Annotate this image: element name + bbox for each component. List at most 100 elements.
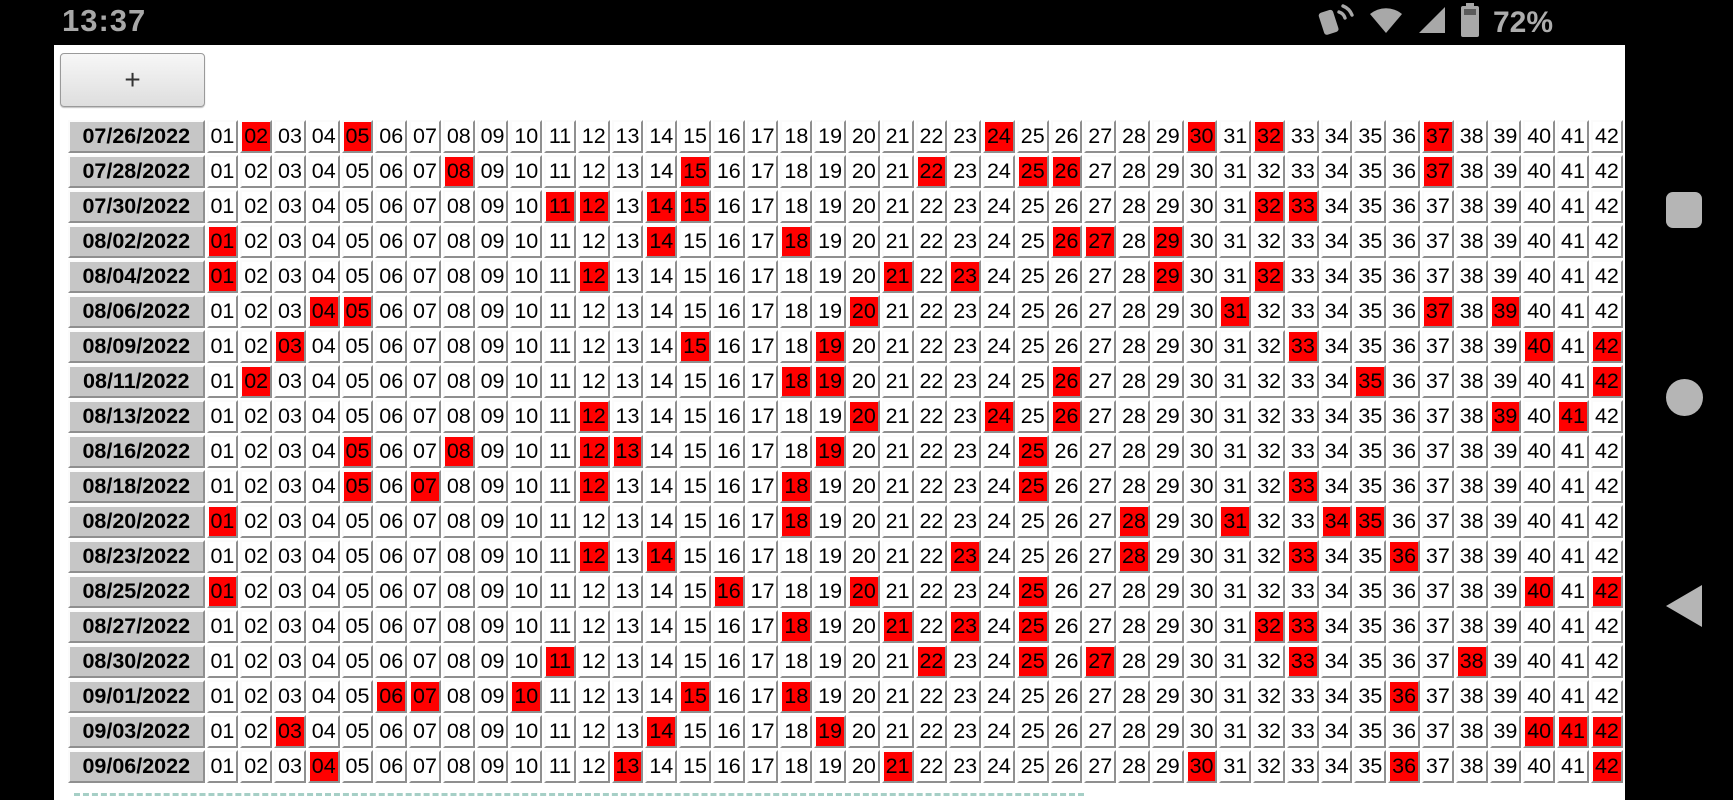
number-cell: 23 — [949, 715, 982, 748]
back-triangle-icon[interactable] — [1666, 585, 1702, 627]
number-cell: 34 — [1320, 295, 1353, 328]
drawn-number-cell: 42 — [1590, 715, 1623, 748]
number-cell: 07 — [409, 435, 441, 468]
number-cell: 02 — [240, 400, 273, 433]
number-cell: 13 — [611, 225, 644, 258]
draw-date-cell: 08/13/2022 — [68, 400, 205, 433]
number-cell: 21 — [881, 190, 914, 223]
number-cell: 16 — [712, 715, 745, 748]
drawn-number-cell: 10 — [510, 680, 543, 713]
number-cell: 23 — [949, 400, 982, 433]
number-cell: 42 — [1590, 645, 1623, 678]
number-cell: 03 — [274, 120, 306, 153]
number-cell: 25 — [1016, 295, 1049, 328]
recents-square-icon[interactable] — [1666, 192, 1702, 228]
number-cell: 03 — [274, 610, 306, 643]
dashed-divider — [74, 793, 1084, 796]
number-cell: 22 — [915, 260, 948, 293]
number-cell: 27 — [1084, 260, 1117, 293]
number-cell: 09 — [476, 645, 509, 678]
number-cell: 40 — [1523, 505, 1556, 538]
number-cell: 09 — [476, 330, 509, 363]
number-cell: 37 — [1422, 400, 1454, 433]
drawn-number-cell: 23 — [949, 260, 982, 293]
number-cell: 06 — [375, 295, 408, 328]
drawn-number-cell: 27 — [1084, 225, 1117, 258]
number-cell: 36 — [1388, 225, 1420, 258]
number-cell: 08 — [442, 715, 475, 748]
draw-date-cell: 08/27/2022 — [68, 610, 205, 643]
number-cell: 15 — [679, 470, 711, 503]
number-cell: 21 — [881, 470, 914, 503]
number-cell: 24 — [983, 470, 1015, 503]
number-cell: 09 — [476, 295, 509, 328]
number-cell: 12 — [577, 645, 610, 678]
number-cell: 10 — [510, 645, 543, 678]
number-cell: 18 — [780, 435, 813, 468]
drawn-number-cell: 12 — [577, 260, 610, 293]
number-cell: 26 — [1050, 505, 1083, 538]
number-cell: 42 — [1590, 470, 1623, 503]
drawn-number-cell: 35 — [1354, 365, 1387, 398]
number-cell: 28 — [1118, 575, 1150, 608]
draw-row: 08/18/2022 01 02 03 04 05 06 07 08 09 10 11 12 13 14 15… — [68, 470, 1623, 503]
add-button[interactable]: + — [60, 53, 205, 107]
number-cell: 28 — [1118, 365, 1150, 398]
number-cell: 01 — [206, 400, 239, 433]
number-cell: 08 — [442, 330, 475, 363]
number-cell: 17 — [746, 470, 779, 503]
number-cell: 30 — [1185, 225, 1218, 258]
number-cell: 21 — [881, 680, 914, 713]
number-cell: 12 — [577, 120, 610, 153]
number-cell: 39 — [1489, 330, 1522, 363]
number-cell: 11 — [544, 435, 576, 468]
number-cell: 25 — [1016, 330, 1049, 363]
number-cell: 40 — [1523, 190, 1556, 223]
drawn-number-cell: 14 — [645, 540, 678, 573]
number-cell: 12 — [577, 155, 610, 188]
number-cell: 41 — [1557, 470, 1589, 503]
number-cell: 02 — [240, 295, 273, 328]
number-cell: 24 — [983, 680, 1015, 713]
number-cell: 19 — [814, 505, 846, 538]
drawn-number-cell: 23 — [949, 610, 982, 643]
number-cell: 23 — [949, 470, 982, 503]
number-cell: 30 — [1185, 505, 1218, 538]
number-cell: 34 — [1320, 120, 1353, 153]
number-cell: 16 — [712, 505, 745, 538]
number-cell: 02 — [240, 505, 273, 538]
number-cell: 29 — [1151, 610, 1184, 643]
number-cell: 06 — [375, 610, 408, 643]
number-cell: 06 — [375, 225, 408, 258]
number-cell: 32 — [1253, 645, 1285, 678]
number-cell: 09 — [476, 610, 509, 643]
number-cell: 28 — [1118, 330, 1150, 363]
number-cell: 06 — [375, 470, 408, 503]
number-cell: 32 — [1253, 715, 1285, 748]
number-cell: 36 — [1388, 400, 1420, 433]
number-cell: 11 — [544, 155, 576, 188]
number-cell: 24 — [983, 505, 1015, 538]
number-cell: 30 — [1185, 715, 1218, 748]
number-cell: 18 — [780, 750, 813, 783]
number-cell: 36 — [1388, 610, 1420, 643]
number-cell: 19 — [814, 750, 846, 783]
number-cell: 19 — [814, 225, 846, 258]
number-cell: 19 — [814, 400, 846, 433]
number-cell: 03 — [274, 225, 306, 258]
number-cell: 12 — [577, 715, 610, 748]
number-cell: 03 — [274, 505, 306, 538]
number-cell: 05 — [341, 575, 374, 608]
home-circle-icon[interactable] — [1666, 379, 1703, 416]
number-cell: 19 — [814, 295, 846, 328]
number-cell: 14 — [645, 260, 678, 293]
drawn-number-cell: 39 — [1489, 295, 1522, 328]
number-cell: 35 — [1354, 155, 1387, 188]
number-cell: 19 — [814, 470, 846, 503]
number-cell: 37 — [1422, 540, 1454, 573]
number-cell: 05 — [341, 190, 374, 223]
number-cell: 04 — [307, 540, 340, 573]
number-cell: 09 — [476, 505, 509, 538]
number-cell: 20 — [847, 540, 880, 573]
number-cell: 09 — [476, 435, 509, 468]
